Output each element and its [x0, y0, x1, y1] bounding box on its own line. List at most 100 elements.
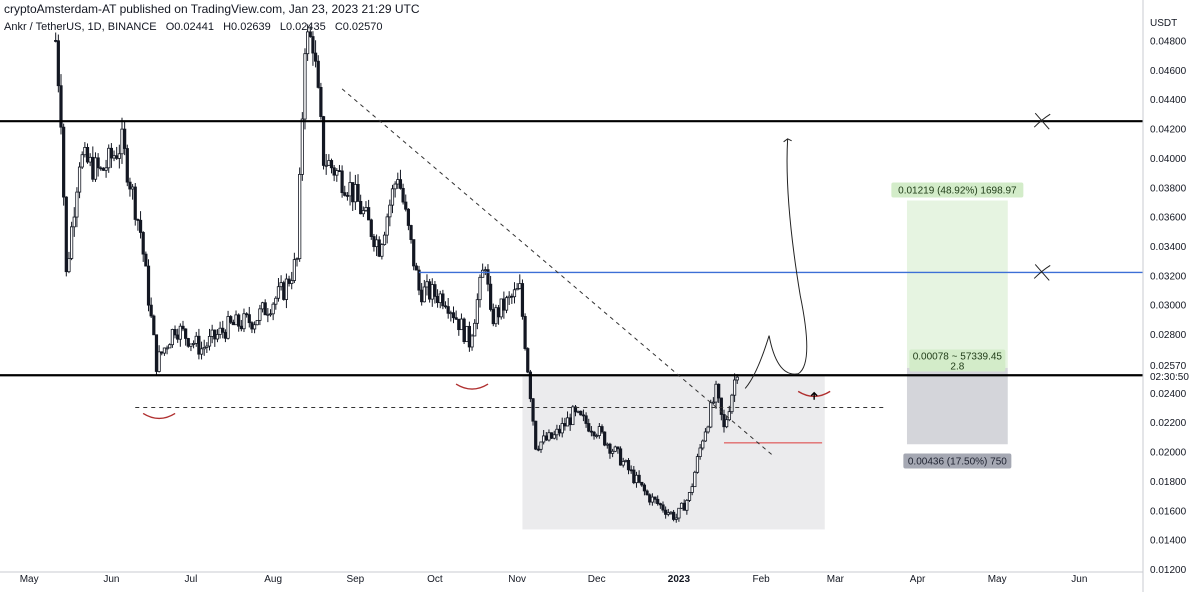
candle [194, 331, 198, 347]
candle [223, 329, 228, 343]
candle-body [351, 182, 355, 203]
candle [168, 343, 172, 349]
publisher-header: cryptoAmsterdam-AT published on TradingV… [4, 2, 420, 16]
candle [711, 397, 715, 405]
candle-body [67, 258, 71, 273]
candle-body [250, 322, 254, 330]
freehand-drawings [142, 112, 1051, 420]
candle [592, 430, 596, 440]
y-tick-label: 0.01600 [1150, 506, 1187, 517]
candle [523, 313, 527, 351]
range-box [522, 375, 825, 530]
candle [701, 439, 705, 451]
candle [319, 82, 323, 120]
symbol-name[interactable]: Ankr / TetherUS, 1D, BINANCE [4, 21, 157, 33]
candle [433, 281, 437, 304]
candle [229, 315, 233, 325]
candle [245, 312, 249, 318]
candle [260, 301, 265, 313]
x-tick-label: Dec [588, 574, 606, 585]
candle-body [682, 502, 686, 511]
candle-body [234, 314, 238, 326]
candle [215, 329, 220, 343]
candle [441, 289, 445, 310]
candle [695, 453, 700, 474]
candle [502, 291, 506, 319]
candle [486, 264, 490, 292]
candle [120, 117, 124, 164]
candle [531, 397, 535, 426]
y-tick-label: 0.03400 [1150, 242, 1187, 253]
candle-body [343, 192, 347, 196]
candle-body [181, 325, 185, 330]
candle-body [83, 147, 87, 156]
candle [642, 483, 647, 496]
candle-body [144, 253, 148, 267]
candle [316, 55, 320, 89]
candle-body [345, 194, 350, 197]
candle-body [658, 503, 662, 506]
candle [199, 341, 204, 360]
candle-body [332, 167, 336, 176]
candle [579, 410, 583, 416]
candle [435, 289, 440, 308]
candle [295, 257, 299, 267]
candle [388, 199, 392, 227]
candle-body [626, 460, 631, 471]
candle [526, 347, 530, 374]
candle [552, 430, 556, 440]
candle-body [128, 181, 132, 190]
candle [730, 393, 734, 414]
candle-body [637, 474, 641, 483]
candle [348, 171, 352, 206]
y-tick-label: 0.03600 [1150, 213, 1187, 224]
candle-body [258, 308, 262, 321]
candle [414, 262, 418, 271]
candle [247, 306, 251, 328]
candle-body [99, 167, 103, 170]
candle [72, 207, 76, 237]
candle-body [621, 461, 625, 466]
x-tick-label: Oct [427, 574, 443, 585]
candle [550, 432, 554, 439]
x-tick-label: Jul [185, 574, 198, 585]
candle [600, 424, 604, 434]
target-label: 0.01219 (48.92%) 1698.97 [898, 186, 1017, 197]
y-tick-label: 0.02000 [1150, 448, 1187, 459]
candle-body [526, 348, 530, 373]
candle-body [96, 157, 100, 169]
candle-body [589, 430, 593, 433]
candle-body [425, 281, 429, 288]
candle [396, 172, 400, 189]
candle-body [608, 443, 612, 454]
drawing-boxes [522, 200, 1008, 530]
candle-body [695, 456, 700, 473]
candle-body [292, 259, 296, 281]
open-value: O0.02441 [165, 21, 215, 33]
candle-body [117, 153, 121, 159]
candle [454, 310, 458, 321]
candle-body [260, 302, 265, 310]
candle [282, 280, 286, 301]
candle-body [672, 511, 676, 520]
candle [300, 112, 304, 181]
candle [626, 458, 631, 475]
candle [611, 448, 615, 458]
candle-body [369, 219, 373, 237]
candle [409, 224, 413, 244]
y-tick-label: 0.01400 [1150, 536, 1187, 547]
candle-body [552, 434, 556, 439]
up-arrow-icon [810, 391, 818, 400]
candle-body [603, 431, 607, 446]
candle-body [435, 296, 440, 304]
candle [491, 303, 495, 327]
candle-body [706, 426, 710, 433]
y-tick-label: 0.02200 [1150, 418, 1187, 429]
candle [311, 31, 315, 66]
candle-body [271, 303, 275, 315]
candle-body [385, 216, 389, 236]
candle [677, 507, 681, 522]
candle-body [605, 443, 609, 446]
candle [687, 491, 692, 502]
